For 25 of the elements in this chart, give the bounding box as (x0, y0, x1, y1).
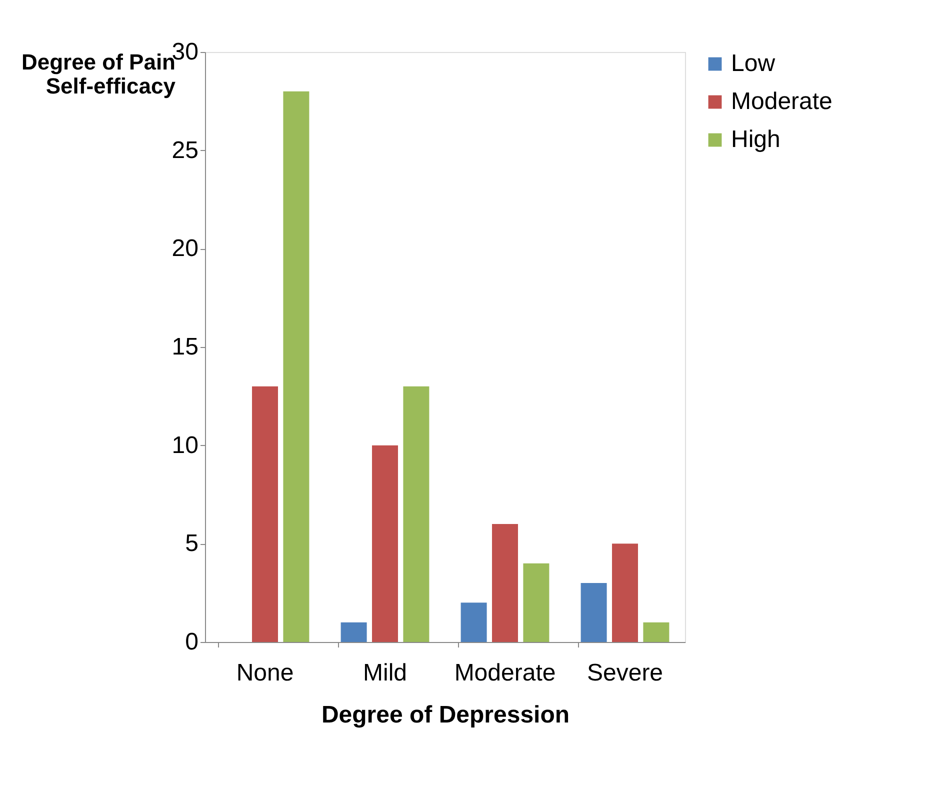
y-tick-label: 0 (185, 628, 198, 656)
bar (252, 386, 278, 642)
bar (643, 622, 670, 642)
bar (523, 563, 550, 642)
x-tick-label: Mild (362, 660, 408, 686)
bar (492, 524, 518, 642)
y-tick-label: 20 (172, 235, 198, 262)
y-tick-label: 5 (185, 530, 198, 558)
legend-label: Low (731, 50, 776, 77)
x-tick-label: Moderate (454, 660, 556, 686)
bar (460, 602, 487, 642)
x-tick-label: Severe (586, 660, 664, 686)
y-tick-label: 25 (172, 136, 198, 164)
bar (580, 583, 607, 642)
x-tick-label: None (236, 660, 294, 686)
bar (372, 445, 398, 642)
bar (340, 622, 367, 642)
y-tick-label: 10 (172, 432, 198, 459)
legend-label: High (731, 126, 780, 153)
bar (283, 91, 310, 642)
y-tick-label: 15 (172, 334, 198, 360)
bar (403, 386, 430, 642)
bar (612, 544, 638, 642)
x-axis-title: Degree of Depression (321, 702, 570, 728)
legend-label: Moderate (731, 88, 832, 115)
